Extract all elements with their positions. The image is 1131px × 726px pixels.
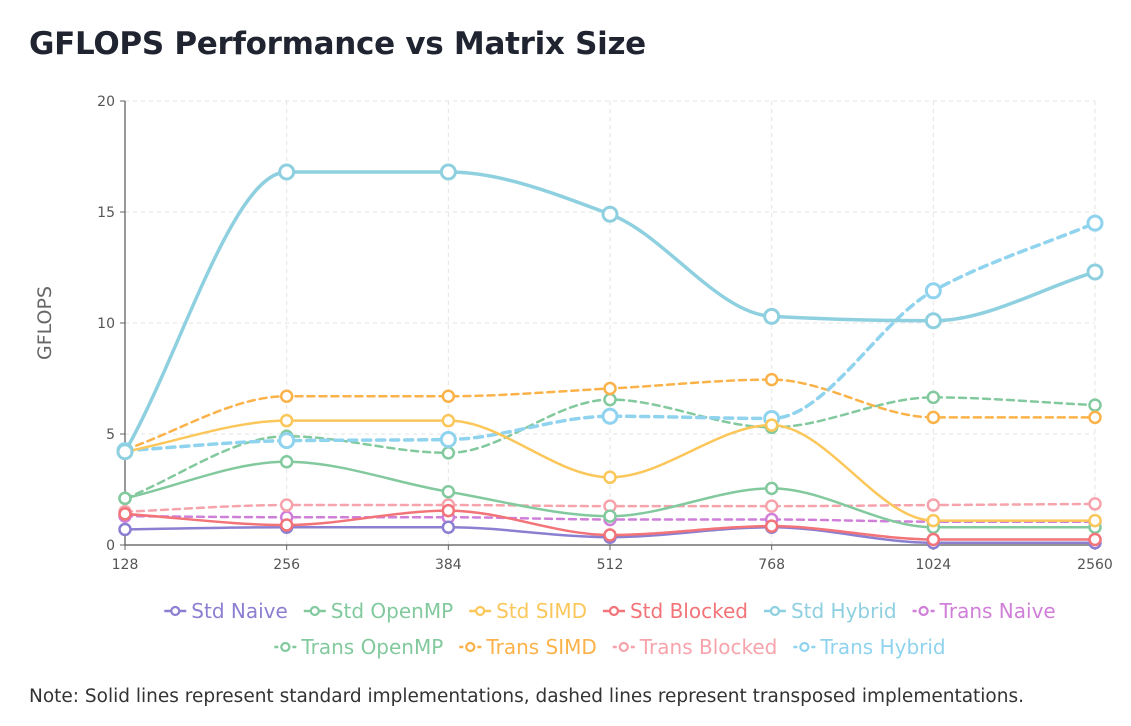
- data-point[interactable]: [926, 410, 941, 425]
- x-tick-label: 512: [597, 557, 624, 573]
- data-point[interactable]: [1086, 214, 1104, 232]
- x-tick-label: 384: [435, 557, 462, 573]
- legend-label: Trans OpenMP: [300, 635, 443, 659]
- data-point[interactable]: [603, 528, 617, 542]
- legend-item-std-naive[interactable]: Std Naive: [164, 599, 288, 623]
- series-trans-hybrid: [116, 214, 1104, 460]
- data-point[interactable]: [278, 432, 296, 450]
- y-axis-label: GFLOPS: [34, 286, 56, 360]
- data-point[interactable]: [926, 498, 941, 512]
- data-point[interactable]: [1088, 532, 1102, 547]
- data-point[interactable]: [279, 455, 294, 469]
- data-point[interactable]: [926, 390, 941, 405]
- data-point[interactable]: [764, 481, 779, 496]
- y-tick-label: 10: [97, 316, 115, 332]
- data-point[interactable]: [603, 381, 617, 396]
- x-tick-label: 768: [758, 557, 785, 573]
- legend-item-trans-openmp[interactable]: Trans OpenMP: [274, 635, 443, 659]
- y-tick-label: 20: [97, 94, 115, 110]
- legend-label: Std Blocked: [630, 599, 748, 623]
- x-tick-label: 2560: [1077, 557, 1113, 573]
- legend-item-std-blocked[interactable]: Std Blocked: [602, 599, 748, 623]
- data-point[interactable]: [441, 446, 456, 460]
- data-point[interactable]: [764, 418, 779, 432]
- data-point[interactable]: [279, 389, 294, 404]
- legend-label: Trans Naive: [939, 599, 1056, 623]
- legend-item-std-hybrid[interactable]: Std Hybrid: [763, 599, 897, 623]
- data-point[interactable]: [764, 519, 779, 533]
- data-point[interactable]: [118, 491, 132, 506]
- data-point[interactable]: [439, 431, 457, 449]
- data-point[interactable]: [279, 413, 294, 428]
- legend-swatch-marker: [918, 605, 929, 617]
- data-point[interactable]: [441, 484, 456, 499]
- data-point[interactable]: [279, 518, 294, 532]
- legend-swatch-marker: [608, 605, 620, 617]
- data-point[interactable]: [279, 498, 294, 512]
- legend-swatch-marker: [309, 605, 320, 617]
- data-point[interactable]: [118, 522, 132, 537]
- series-std-hybrid: [116, 163, 1104, 461]
- legend-swatch-marker: [769, 605, 781, 617]
- data-point[interactable]: [603, 392, 617, 407]
- y-tick-label: 5: [106, 427, 115, 443]
- data-point[interactable]: [439, 163, 457, 181]
- data-point[interactable]: [926, 513, 941, 528]
- chart-title: GFLOPS Performance vs Matrix Size: [29, 26, 646, 62]
- data-point[interactable]: [441, 520, 456, 534]
- line-chart: 0 5 10 15 20 128 256 384 512 768 1024 2560 GFLOPS St…: [34, 94, 1113, 659]
- data-point[interactable]: [441, 389, 456, 404]
- legend: Std Naive Std OpenMP Std SIMD Std Blocked St…: [164, 599, 1056, 659]
- x-tick-label: 256: [273, 557, 300, 573]
- y-tick-label: 0: [106, 538, 115, 554]
- y-tick-label: 15: [97, 205, 115, 221]
- legend-item-trans-hybrid[interactable]: Trans Hybrid: [793, 635, 946, 659]
- legend-label: Trans Blocked: [639, 635, 778, 659]
- data-point[interactable]: [603, 509, 617, 523]
- data-point[interactable]: [116, 443, 134, 461]
- legend-label: Trans SIMD: [485, 635, 596, 659]
- data-point[interactable]: [924, 312, 942, 330]
- data-point[interactable]: [924, 282, 942, 300]
- legend-swatch-marker: [280, 641, 291, 653]
- legend-label: Trans Hybrid: [819, 635, 945, 659]
- data-point[interactable]: [1088, 398, 1102, 412]
- data-point[interactable]: [601, 205, 619, 223]
- legend-swatch-marker: [618, 641, 629, 653]
- data-point[interactable]: [764, 499, 779, 513]
- legend-item-trans-simd[interactable]: Trans SIMD: [459, 635, 597, 659]
- legend-item-trans-naive[interactable]: Trans Naive: [912, 599, 1056, 623]
- data-point[interactable]: [118, 507, 132, 521]
- data-point[interactable]: [1088, 497, 1102, 511]
- legend-swatch-marker: [799, 641, 810, 653]
- data-point[interactable]: [278, 163, 296, 181]
- legend-label: Std OpenMP: [331, 599, 453, 623]
- data-point[interactable]: [926, 532, 941, 547]
- legend-swatch-marker: [170, 605, 181, 617]
- series-layer: [116, 163, 1104, 550]
- series-std-blocked: [118, 503, 1102, 547]
- data-point[interactable]: [441, 503, 456, 518]
- x-tick-label: 1024: [916, 557, 952, 573]
- data-point[interactable]: [763, 307, 781, 325]
- data-point[interactable]: [1088, 410, 1102, 425]
- legend-item-std-simd[interactable]: Std SIMD: [469, 599, 587, 623]
- legend-label: Std Naive: [191, 599, 288, 623]
- data-point[interactable]: [601, 407, 619, 425]
- data-point[interactable]: [764, 372, 779, 387]
- legend-label: Std Hybrid: [791, 599, 897, 623]
- data-point[interactable]: [1086, 263, 1104, 281]
- legend-item-trans-blocked[interactable]: Trans Blocked: [612, 635, 778, 659]
- footnote: Note: Solid lines represent standard imp…: [29, 686, 1024, 707]
- axes: 0 5 10 15 20 128 256 384 512 768 1024 2560 GFLOPS: [34, 94, 1113, 573]
- data-point[interactable]: [603, 470, 617, 485]
- legend-label: Std SIMD: [496, 599, 587, 623]
- legend-swatch-marker: [465, 641, 476, 653]
- x-tick-label: 128: [112, 557, 139, 573]
- legend-swatch-marker: [475, 605, 486, 617]
- legend-item-std-openmp[interactable]: Std OpenMP: [303, 599, 453, 623]
- data-point[interactable]: [1088, 513, 1102, 528]
- data-point[interactable]: [441, 413, 456, 428]
